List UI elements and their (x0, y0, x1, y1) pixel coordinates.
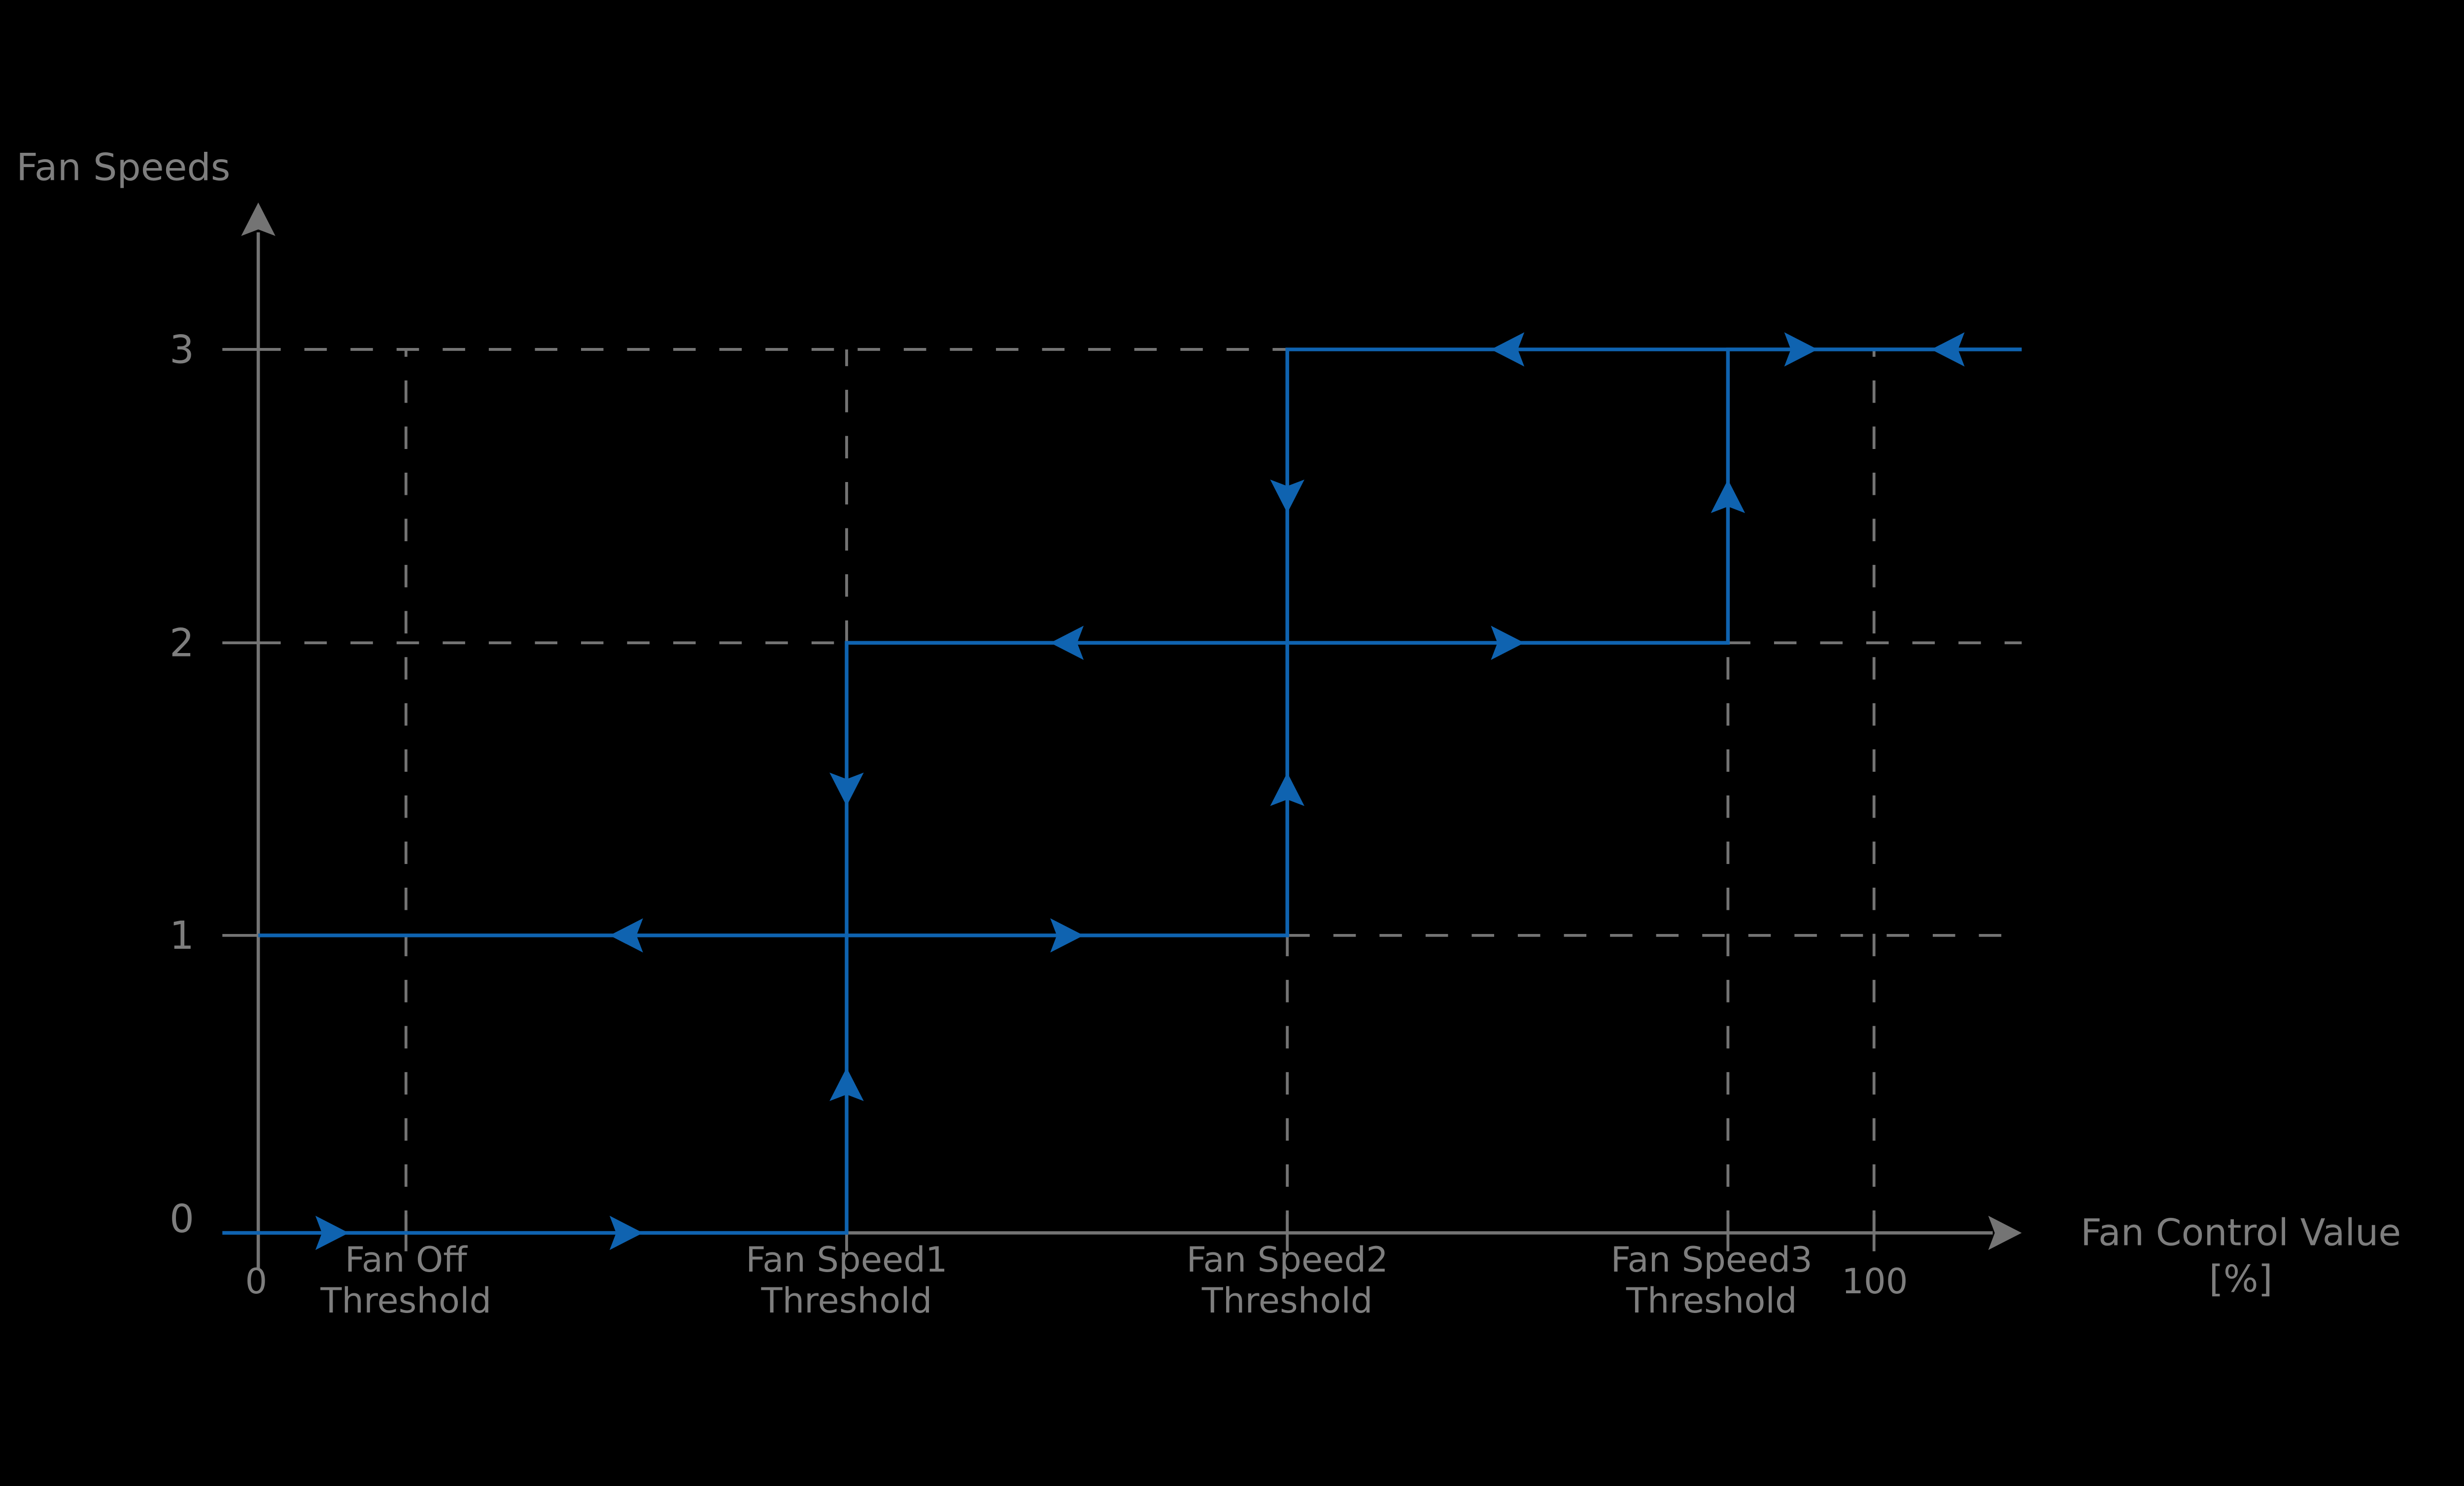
curve-arrow-up-icon (829, 1068, 864, 1102)
tick-marks (222, 348, 1876, 1251)
y-axis-arrow-icon (241, 202, 275, 236)
y-tick-label-2: 2 (170, 621, 194, 666)
curve-arrow-right-icon (609, 1215, 643, 1250)
curve-arrow-down-icon (829, 772, 864, 806)
gridlines (258, 348, 2022, 1233)
x-tick-label-fan-speed1-line1: Fan Speed1 (746, 1240, 947, 1280)
y-axis-title: Fan Speeds (16, 145, 230, 189)
curve-arrow-right-icon (1784, 332, 1818, 367)
curve-arrow-up-icon (1270, 772, 1304, 806)
y-tick-label-1: 1 (170, 913, 194, 958)
x-tick-label-fan-speed2-line2: Threshold (1201, 1280, 1373, 1321)
x-tick-label-fan-off-line1: Fan Off (345, 1240, 468, 1280)
curve-arrow-right-icon (1050, 918, 1084, 953)
x-tick-label-zero: 0 (245, 1261, 268, 1302)
x-tick-label-fan-speed3-line2: Threshold (1626, 1280, 1797, 1321)
curve-arrow-right-icon (1491, 625, 1525, 660)
curve-arrow-down-icon (1270, 480, 1304, 513)
axes (241, 202, 2022, 1269)
hysteresis-curve (222, 332, 2022, 1250)
curve-arrow-left-icon (1491, 332, 1525, 367)
x-tick-label-fan-speed1-line2: Threshold (761, 1280, 932, 1321)
y-tick-label-3: 3 (170, 327, 194, 372)
x-tick-label-fan-speed2-line1: Fan Speed2 (1186, 1240, 1388, 1280)
x-axis-title-unit: [%] (2209, 1258, 2273, 1301)
curve-arrow-left-icon (1050, 625, 1084, 660)
curve-rising (222, 347, 2022, 1235)
curve-arrow-up-icon (1711, 480, 1745, 513)
y-tick-label-0: 0 (170, 1196, 194, 1242)
x-tick-label-hundred: 100 (1842, 1261, 1908, 1302)
x-tick-label-fan-off-line2: Threshold (320, 1280, 491, 1321)
curve-arrow-left-icon (609, 918, 643, 953)
x-tick-label-fan-speed3-line1: Fan Speed3 (1611, 1240, 1813, 1280)
x-axis-title-line1: Fan Control Value (2081, 1211, 2401, 1254)
curve-falling (258, 347, 2022, 937)
curve-arrow-right-icon (315, 1215, 349, 1250)
curve-arrow-left-icon (1931, 332, 1965, 367)
labels: Fan Speeds Fan Control Value [%] 0 1 2 3… (16, 145, 2401, 1321)
x-axis-arrow-icon (1988, 1215, 2022, 1250)
